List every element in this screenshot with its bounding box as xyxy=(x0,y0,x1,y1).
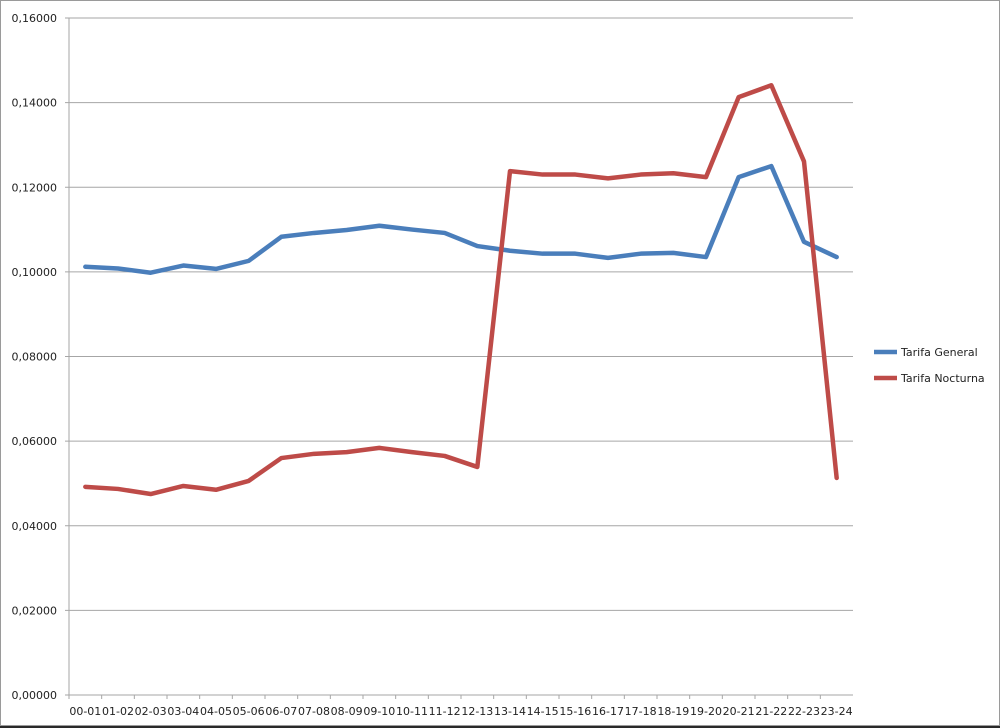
x-tick-label: 23-24 xyxy=(821,705,853,718)
x-tick-label: 06-07 xyxy=(265,705,297,718)
x-tick-label: 08-09 xyxy=(331,705,363,718)
x-tick-label: 07-08 xyxy=(298,705,330,718)
y-tick-label: 0,12000 xyxy=(12,181,58,194)
y-tick-label: 0,04000 xyxy=(12,520,58,533)
x-tick-label: 10-11 xyxy=(396,705,428,718)
x-tick-label: 22-23 xyxy=(788,705,820,718)
y-tick-label: 0,10000 xyxy=(12,266,58,279)
y-tick-label: 0,08000 xyxy=(12,351,58,364)
y-tick-label: 0,02000 xyxy=(12,604,58,617)
x-tick-label: 09-10 xyxy=(363,705,395,718)
x-tick-label: 17-18 xyxy=(625,705,657,718)
x-tick-label: 21-22 xyxy=(755,705,787,718)
y-tick-label: 0,06000 xyxy=(12,435,58,448)
y-tick-label: 0,16000 xyxy=(12,12,58,25)
legend-label: Tarifa Nocturna xyxy=(900,372,985,385)
y-tick-label: 0,00000 xyxy=(12,689,58,702)
x-tick-label: 00-01 xyxy=(69,705,101,718)
y-tick-label: 0,14000 xyxy=(12,97,58,110)
x-tick-label: 05-06 xyxy=(233,705,265,718)
x-tick-label: 15-16 xyxy=(559,705,591,718)
x-tick-label: 03-04 xyxy=(167,705,199,718)
x-tick-label: 12-13 xyxy=(461,705,493,718)
x-tick-label: 16-17 xyxy=(592,705,624,718)
x-tick-label: 18-19 xyxy=(657,705,689,718)
x-tick-label: 04-05 xyxy=(200,705,232,718)
x-tick-label: 11-12 xyxy=(429,705,461,718)
x-tick-label: 20-21 xyxy=(723,705,755,718)
x-tick-label: 13-14 xyxy=(494,705,526,718)
series-line-0 xyxy=(83,163,839,275)
x-tick-label: 01-02 xyxy=(102,705,134,718)
x-tick-label: 02-03 xyxy=(135,705,167,718)
legend-label: Tarifa General xyxy=(900,346,978,359)
x-tick-label: 14-15 xyxy=(527,705,559,718)
series-line-1 xyxy=(83,83,839,497)
x-tick-label: 19-20 xyxy=(690,705,722,718)
